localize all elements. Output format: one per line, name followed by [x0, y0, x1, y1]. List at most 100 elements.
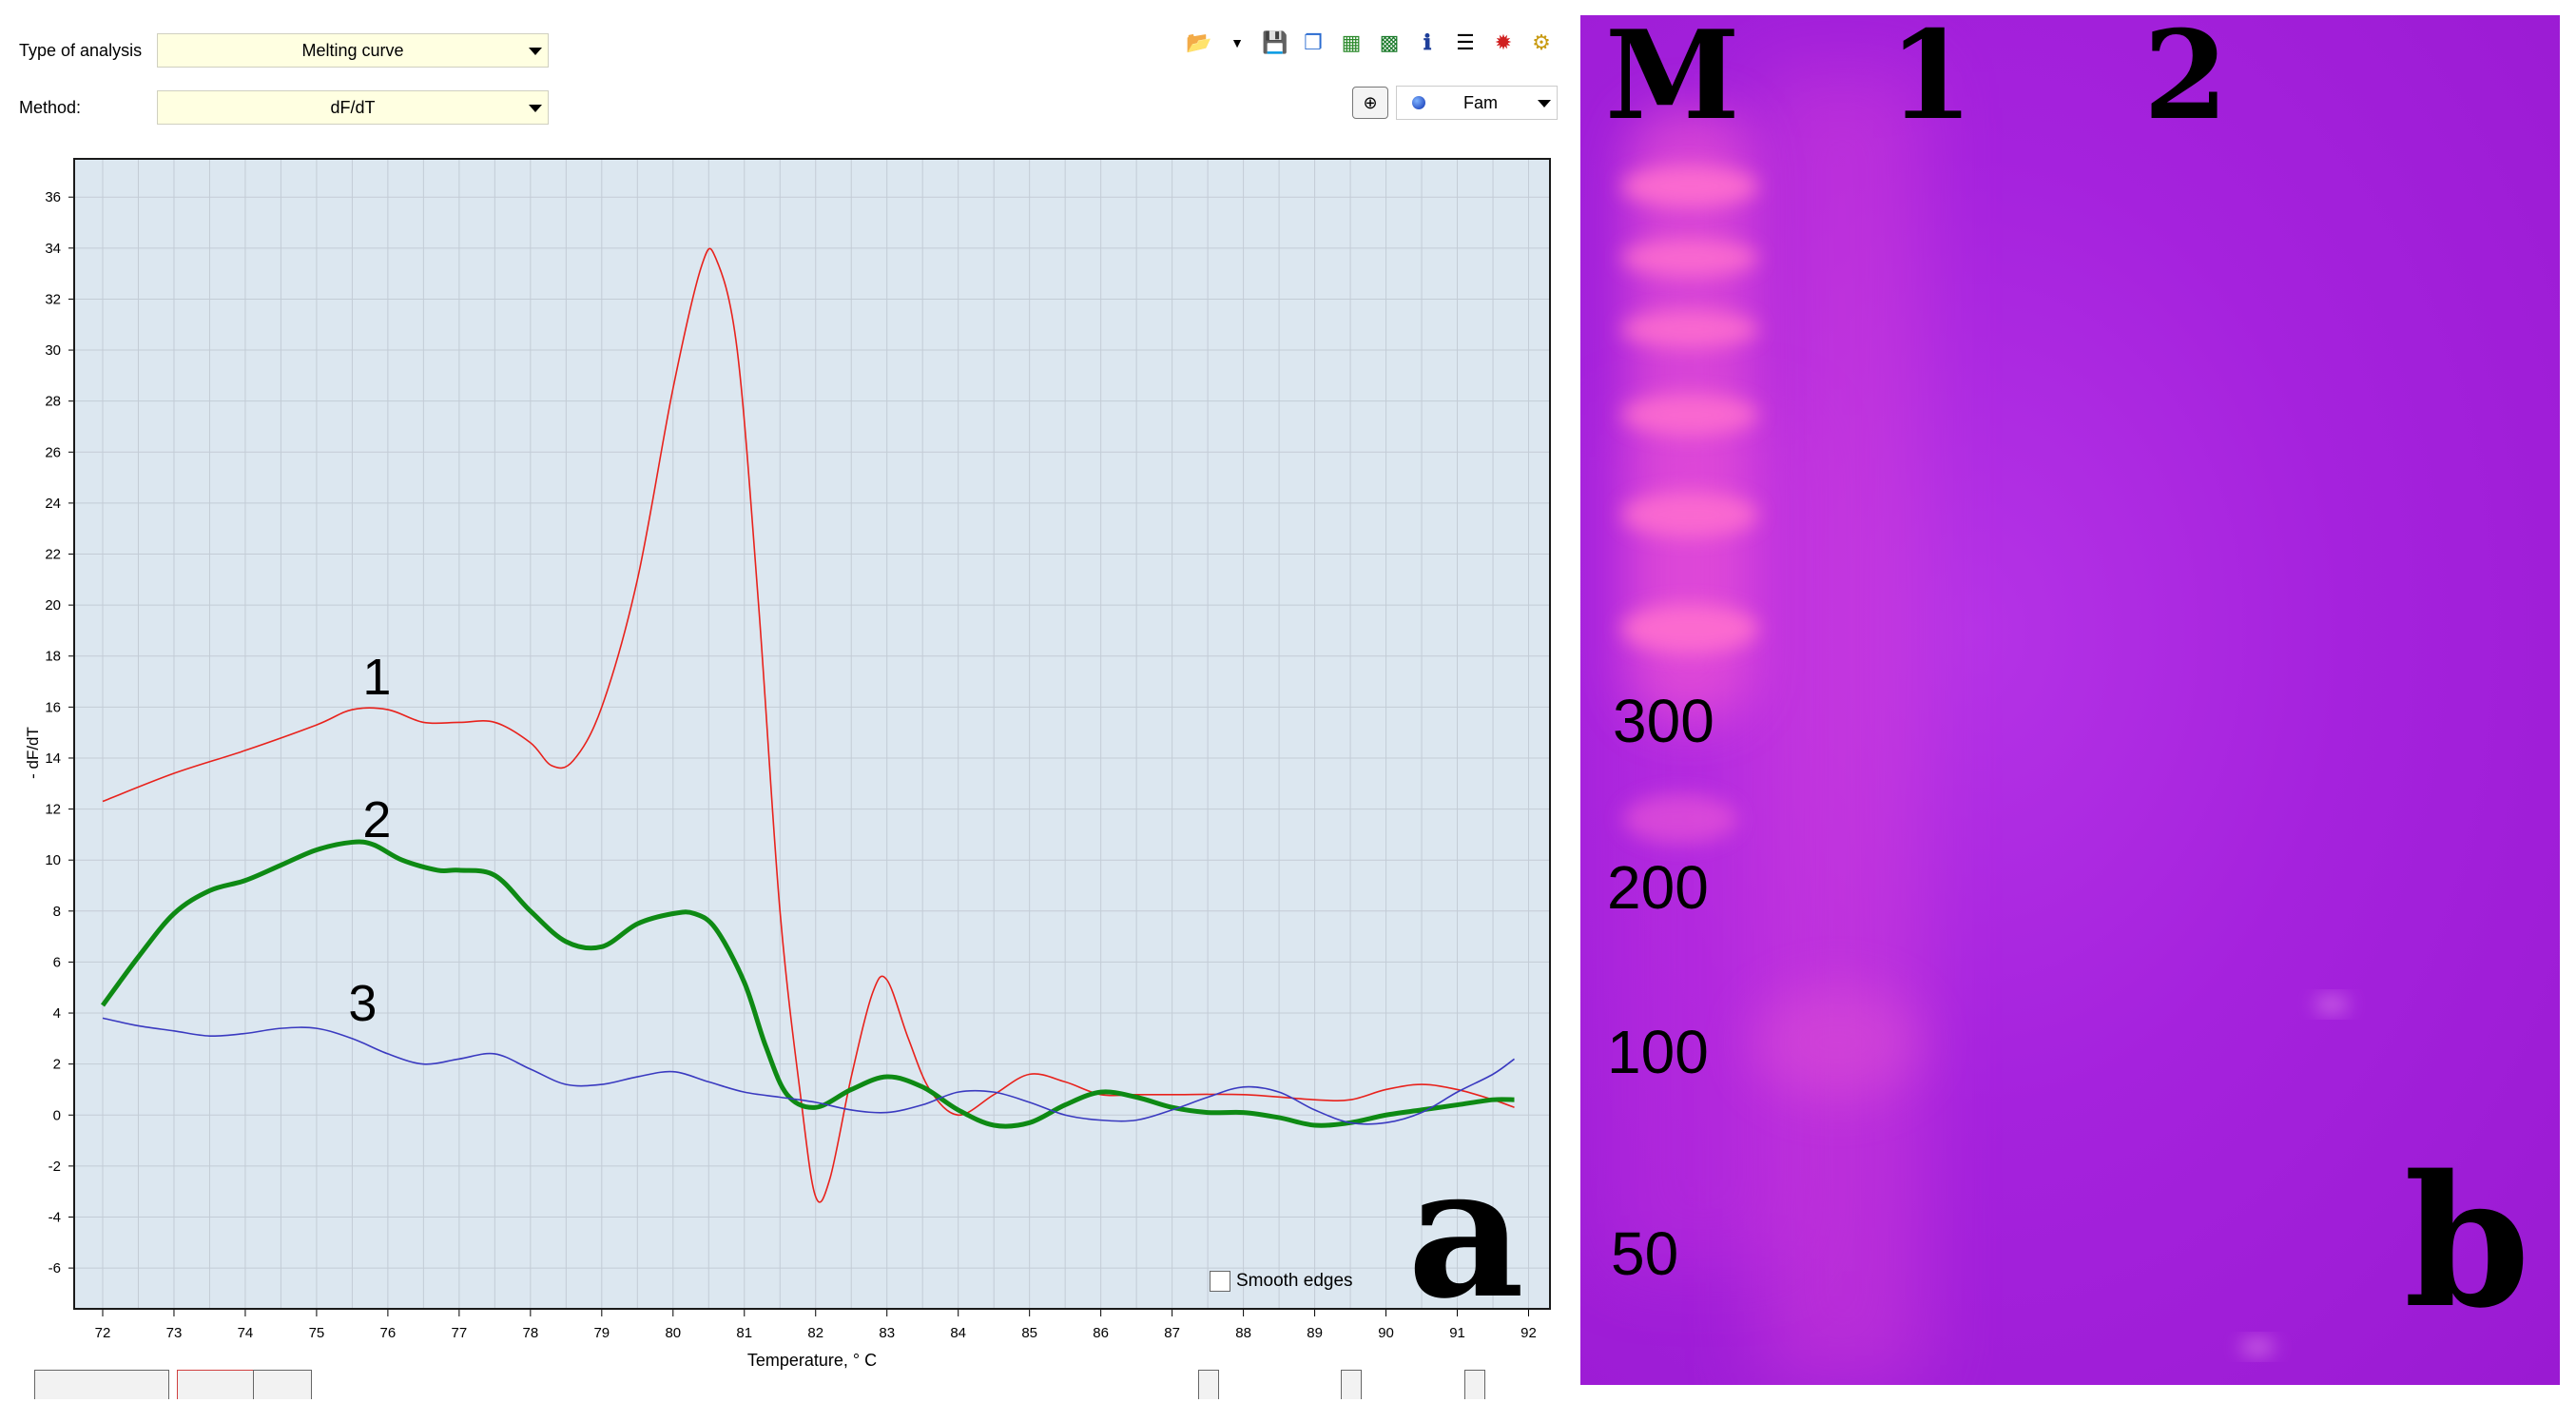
chevron-down-icon [529, 105, 542, 112]
lane-label-marker: M [1605, 15, 1740, 147]
series-line-1 [102, 247, 1515, 1203]
y-tick-label: 32 [45, 291, 61, 307]
y-tick-label: 26 [45, 444, 61, 460]
x-tick-label: 77 [452, 1325, 468, 1341]
y-tick-label: 24 [45, 496, 61, 512]
curve-label-3: 3 [348, 975, 377, 1032]
dye-select[interactable]: Fam [1396, 86, 1558, 120]
series-layer [100, 247, 1515, 1203]
y-tick-label: 20 [45, 597, 61, 614]
ladder-band [1623, 794, 1737, 844]
x-tick-label: 81 [736, 1325, 752, 1341]
grid [74, 159, 1550, 1309]
y-tick-label: 36 [45, 189, 61, 205]
method-row: Method: dF/dT [19, 89, 549, 126]
plate-grid-icon[interactable]: ▩ [1379, 30, 1400, 54]
bottom-stepper-1[interactable] [1341, 1370, 1362, 1399]
ladder-band [1621, 604, 1758, 653]
ladder-band [1621, 239, 1758, 277]
plot-area [74, 159, 1550, 1309]
x-tick-label: 75 [309, 1325, 325, 1341]
dropdown-arrow-icon[interactable]: ▼ [1230, 35, 1244, 50]
bottom-tab-1[interactable] [34, 1370, 169, 1399]
info-icon[interactable]: ℹ [1423, 30, 1432, 54]
method-select[interactable]: dF/dT [157, 90, 549, 125]
smooth-edges-checkbox[interactable] [1210, 1271, 1230, 1292]
curve-label-1: 1 [362, 649, 391, 706]
size-label-50: 50 [1611, 1219, 1679, 1288]
y-tick-label: -6 [48, 1260, 61, 1276]
lane-1-band [1752, 985, 1923, 1100]
size-label-100: 100 [1607, 1018, 1709, 1086]
curve-label-2: 2 [362, 791, 391, 848]
bottom-stepper-2[interactable] [1464, 1370, 1485, 1399]
y-tick-label: 18 [45, 649, 61, 665]
analysis-type-select[interactable]: Melting curve [157, 33, 549, 68]
x-tick-label: 85 [1021, 1325, 1037, 1341]
x-tick-label: 72 [95, 1325, 111, 1341]
y-tick-label: 4 [53, 1005, 61, 1022]
series-line-2 [100, 839, 1515, 1129]
dye-color-icon [1412, 96, 1425, 109]
smooth-edges-label: Smooth edges [1236, 1271, 1353, 1291]
melting-curve-panel: Type of analysis Melting curve Method: d… [19, 29, 1558, 1399]
x-tick-label: 91 [1449, 1325, 1465, 1341]
save-icon[interactable]: 💾 [1262, 30, 1288, 54]
ladder-band [1621, 492, 1758, 537]
panel-a-letter: a [1407, 1126, 1524, 1338]
y-tick-label: -2 [48, 1159, 61, 1175]
y-tick-label: 34 [45, 241, 61, 257]
chevron-down-icon [529, 48, 542, 55]
x-tick-label: 74 [238, 1325, 254, 1341]
y-tick-label: 0 [53, 1107, 61, 1123]
smooth-edges-option[interactable]: Smooth edges [1210, 1271, 1353, 1292]
export-icon[interactable]: ▦ [1341, 30, 1362, 54]
y-tick-label: 6 [53, 954, 61, 970]
y-tick-label: 28 [45, 394, 61, 410]
x-tick-label: 89 [1307, 1325, 1323, 1341]
analysis-type-value: Melting curve [301, 40, 404, 60]
x-tick-label: 82 [807, 1325, 823, 1341]
ladder-band [1621, 394, 1758, 436]
x-tick-label: 92 [1520, 1325, 1537, 1341]
bottom-checkbox[interactable] [1198, 1370, 1219, 1399]
x-tick-label: 78 [523, 1325, 539, 1341]
plot-frame [73, 158, 1551, 1310]
x-tick-label: 83 [879, 1325, 895, 1341]
melting-curve-chart: -6-4-20246810121416182022242628303234367… [24, 158, 1551, 1370]
x-tick-label: 80 [665, 1325, 681, 1341]
size-label-200: 200 [1607, 853, 1709, 922]
bottom-tab-3[interactable] [253, 1370, 312, 1399]
x-tick-label: 90 [1378, 1325, 1394, 1341]
axis-ticks: -6-4-20246810121416182022242628303234367… [45, 189, 1537, 1341]
analysis-type-label: Type of analysis [19, 40, 143, 60]
copy-icon[interactable]: ❐ [1304, 30, 1323, 54]
fit-icon[interactable]: ⊕ [1352, 87, 1388, 119]
y-tick-label: -4 [48, 1209, 61, 1225]
y-tick-label: 12 [45, 802, 61, 818]
size-label-300: 300 [1613, 687, 1714, 755]
y-tick-label: 22 [45, 547, 61, 563]
list-settings-icon[interactable]: ☰ [1456, 30, 1475, 54]
x-axis-label: Temperature, ° C [747, 1351, 877, 1370]
lane-label-1: 1 [1888, 15, 1974, 147]
y-tick-label: 30 [45, 342, 61, 359]
method-label: Method: [19, 97, 82, 117]
toolbar: 📂 ▼ 💾 ❐ ▦ ▩ ℹ ☰ ✹ ⚙ [1185, 29, 1556, 57]
gel-image [1609, 72, 2349, 1385]
gear-icon[interactable]: ⚙ [1532, 30, 1551, 54]
bottom-tab-2[interactable] [177, 1370, 255, 1399]
ladder-band [1621, 310, 1758, 348]
series-line-3 [102, 1017, 1515, 1125]
y-axis-label: - dF/dT [24, 727, 42, 779]
dye-value: Fam [1463, 92, 1498, 112]
speck [2240, 1339, 2275, 1354]
panel-b-letter: b [2404, 1136, 2530, 1348]
x-tick-label: 87 [1164, 1325, 1180, 1341]
gel-image-panel: M 1 2 300 200 100 50 b [1580, 15, 2560, 1385]
ladder-band [1621, 166, 1758, 207]
curve-labels: 1 2 3 [348, 649, 391, 1032]
lane-label-2: 2 [2143, 15, 2229, 147]
dna-icon[interactable]: ✹ [1494, 30, 1513, 54]
open-folder-icon[interactable]: 📂 [1186, 30, 1212, 54]
